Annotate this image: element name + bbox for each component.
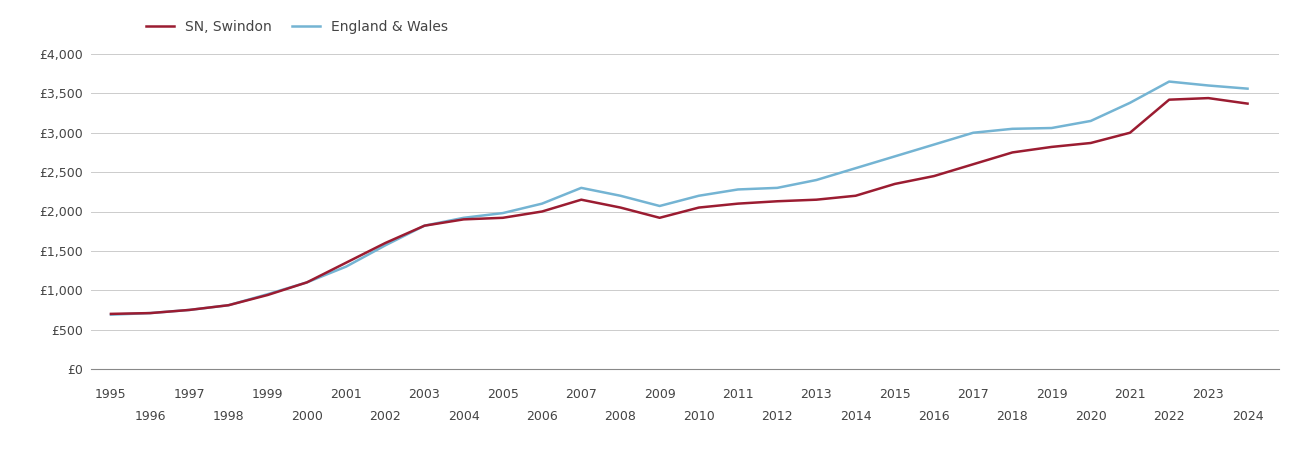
- England & Wales: [1005, 126, 1021, 131]
- Text: 2017: 2017: [958, 388, 989, 401]
- Text: 2016: 2016: [919, 410, 950, 423]
- SN, Swindon: [1083, 140, 1099, 146]
- Text: 1997: 1997: [174, 388, 205, 401]
- Text: 2009: 2009: [643, 388, 676, 401]
- England & Wales: [966, 130, 981, 135]
- England & Wales: [338, 264, 354, 269]
- England & Wales: [770, 185, 786, 191]
- SN, Swindon: [1240, 101, 1255, 106]
- SN, Swindon: [692, 205, 707, 210]
- England & Wales: [809, 177, 825, 183]
- Text: 2007: 2007: [565, 388, 598, 401]
- Text: 2021: 2021: [1114, 388, 1146, 401]
- England & Wales: [221, 302, 236, 308]
- SN, Swindon: [299, 279, 315, 285]
- SN, Swindon: [416, 223, 432, 228]
- England & Wales: [1122, 100, 1138, 105]
- England & Wales: [573, 185, 589, 191]
- England & Wales: [1240, 86, 1255, 91]
- Text: 2015: 2015: [880, 388, 911, 401]
- Text: 2010: 2010: [683, 410, 715, 423]
- SN, Swindon: [887, 181, 903, 187]
- England & Wales: [299, 279, 315, 285]
- SN, Swindon: [1005, 150, 1021, 155]
- England & Wales: [651, 203, 667, 209]
- Text: 2023: 2023: [1193, 388, 1224, 401]
- England & Wales: [181, 307, 197, 313]
- SN, Swindon: [573, 197, 589, 202]
- England & Wales: [534, 201, 549, 206]
- Text: 2004: 2004: [448, 410, 479, 423]
- Text: 2001: 2001: [330, 388, 361, 401]
- SN, Swindon: [1161, 97, 1177, 102]
- Text: 2012: 2012: [761, 410, 793, 423]
- SN, Swindon: [770, 198, 786, 204]
- Text: 2000: 2000: [291, 410, 322, 423]
- Text: 2018: 2018: [997, 410, 1028, 423]
- Text: 1998: 1998: [213, 410, 244, 423]
- England & Wales: [260, 292, 275, 297]
- SN, Swindon: [221, 302, 236, 308]
- SN, Swindon: [612, 205, 628, 210]
- Text: 1999: 1999: [252, 388, 283, 401]
- SN, Swindon: [181, 307, 197, 313]
- SN, Swindon: [966, 162, 981, 167]
- England & Wales: [887, 154, 903, 159]
- SN, Swindon: [103, 311, 119, 317]
- SN, Swindon: [927, 173, 942, 179]
- Text: 1996: 1996: [134, 410, 166, 423]
- SN, Swindon: [1122, 130, 1138, 135]
- England & Wales: [612, 193, 628, 198]
- SN, Swindon: [1044, 144, 1060, 149]
- England & Wales: [103, 312, 119, 317]
- Text: 2024: 2024: [1232, 410, 1263, 423]
- Text: 2019: 2019: [1036, 388, 1067, 401]
- Text: 2003: 2003: [408, 388, 440, 401]
- England & Wales: [416, 223, 432, 228]
- SN, Swindon: [809, 197, 825, 202]
- England & Wales: [1083, 118, 1099, 124]
- Text: 2022: 2022: [1154, 410, 1185, 423]
- England & Wales: [1201, 83, 1216, 88]
- England & Wales: [377, 243, 393, 248]
- Line: England & Wales: England & Wales: [111, 81, 1248, 315]
- Legend: SN, Swindon, England & Wales: SN, Swindon, England & Wales: [146, 20, 448, 34]
- England & Wales: [455, 215, 471, 220]
- England & Wales: [848, 166, 864, 171]
- SN, Swindon: [534, 209, 549, 214]
- Text: 2013: 2013: [800, 388, 833, 401]
- England & Wales: [495, 210, 510, 216]
- SN, Swindon: [651, 215, 667, 220]
- England & Wales: [142, 310, 158, 316]
- Line: SN, Swindon: SN, Swindon: [111, 98, 1248, 314]
- England & Wales: [692, 193, 707, 198]
- England & Wales: [1044, 125, 1060, 130]
- SN, Swindon: [142, 310, 158, 316]
- Text: 2008: 2008: [604, 410, 637, 423]
- SN, Swindon: [338, 260, 354, 265]
- SN, Swindon: [495, 215, 510, 220]
- England & Wales: [1161, 79, 1177, 84]
- England & Wales: [731, 187, 746, 192]
- England & Wales: [927, 142, 942, 147]
- SN, Swindon: [731, 201, 746, 206]
- Text: 2020: 2020: [1075, 410, 1107, 423]
- Text: 2005: 2005: [487, 388, 519, 401]
- SN, Swindon: [377, 240, 393, 246]
- SN, Swindon: [1201, 95, 1216, 101]
- SN, Swindon: [260, 292, 275, 298]
- Text: 2002: 2002: [369, 410, 401, 423]
- Text: 1995: 1995: [95, 388, 127, 401]
- SN, Swindon: [455, 216, 471, 222]
- SN, Swindon: [848, 193, 864, 198]
- Text: 2006: 2006: [526, 410, 559, 423]
- Text: 2011: 2011: [722, 388, 754, 401]
- Text: 2014: 2014: [840, 410, 872, 423]
